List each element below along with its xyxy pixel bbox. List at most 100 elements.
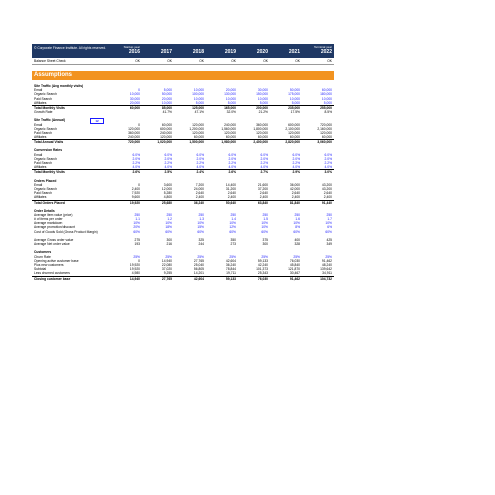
cell-value[interactable]: 100,000	[192, 92, 204, 97]
cell-value[interactable]: 180,000	[320, 92, 332, 97]
cell-value[interactable]: 2.0%	[324, 156, 332, 161]
cell-value[interactable]: 2.2%	[132, 161, 140, 165]
cell-value[interactable]: 10%	[261, 225, 268, 230]
cell-value[interactable]: 2.0%	[228, 156, 236, 161]
cell-value[interactable]: 20,000	[129, 100, 140, 105]
cell-value[interactable]: 0	[138, 88, 140, 93]
cell-value[interactable]: 25%	[197, 254, 204, 259]
cell-value[interactable]: 2.0%	[164, 156, 172, 161]
cell-value[interactable]: 1.5	[263, 217, 268, 222]
cell-value[interactable]: 8%	[295, 225, 300, 230]
cell-value[interactable]: 2.0%	[292, 156, 300, 161]
cell-value[interactable]: 1.4	[231, 217, 236, 222]
cell-value[interactable]: 12%	[229, 225, 236, 230]
cell-value[interactable]: 2.0%	[132, 156, 140, 161]
cell-value[interactable]: 4.0%	[292, 165, 300, 170]
cell-value[interactable]: 6.0%	[292, 152, 300, 157]
cell-value[interactable]: 250	[294, 212, 300, 217]
cell-value[interactable]: 6.0%	[196, 152, 204, 157]
cell-value[interactable]: 6.0%	[228, 152, 236, 157]
cell-value[interactable]: 25%	[133, 254, 140, 259]
cell-value[interactable]: 250	[198, 212, 204, 217]
cell-value[interactable]: 1.1	[135, 217, 140, 222]
cell-value[interactable]: 250	[230, 212, 236, 217]
cell-value[interactable]: 2.2%	[228, 161, 236, 165]
cell-value[interactable]: 5,000	[195, 100, 204, 105]
cell-value[interactable]: 10%	[165, 221, 172, 226]
cell-value[interactable]: 10%	[261, 221, 268, 226]
cell-value[interactable]: 175,000	[288, 92, 300, 97]
cell-value[interactable]: 4.0%	[228, 165, 236, 170]
cell-value[interactable]: 10%	[325, 221, 332, 226]
cell-value[interactable]: 50,000	[161, 92, 172, 97]
cell-value: 21,600	[257, 182, 268, 187]
cell-value[interactable]: 130,000	[224, 92, 236, 97]
cell-value[interactable]: 10,000	[193, 96, 204, 101]
cell-value[interactable]: 250	[326, 212, 332, 217]
cell-value[interactable]: 250	[262, 212, 268, 217]
cell-value[interactable]: 25%	[165, 254, 172, 259]
cell-value[interactable]: 60%	[133, 229, 140, 234]
months-input-cell[interactable]: 12	[90, 118, 104, 125]
cell-value[interactable]: 10%	[293, 221, 300, 226]
cell-value[interactable]: 5,000	[323, 100, 332, 105]
cell-value[interactable]: 60%	[197, 229, 204, 234]
cell-value[interactable]: 25%	[293, 254, 300, 259]
cell-value[interactable]: 10,000	[257, 96, 268, 101]
cell-value[interactable]: 10,000	[129, 92, 140, 97]
cell-value[interactable]: 25%	[229, 254, 236, 259]
cell-value[interactable]: 1.7	[327, 217, 332, 222]
cell-value[interactable]: 20,000	[161, 96, 172, 101]
cell-value[interactable]: 150,000	[256, 92, 268, 97]
cell-value[interactable]: 10%	[229, 221, 236, 226]
cell-value[interactable]: 60%	[261, 229, 268, 234]
cell-value[interactable]: 6.0%	[260, 152, 268, 157]
cell-value[interactable]: 4.0%	[196, 165, 204, 170]
cell-value[interactable]: 2.0%	[196, 156, 204, 161]
cell-value[interactable]: 60%	[165, 229, 172, 234]
cell-value[interactable]: 250	[166, 212, 172, 217]
cell-value[interactable]: 10,000	[161, 100, 172, 105]
cell-value[interactable]: 60%	[293, 229, 300, 234]
cell-value[interactable]: 6%	[327, 225, 332, 230]
cell-value[interactable]: 2.2%	[260, 161, 268, 165]
cell-value[interactable]: 30,000	[257, 88, 268, 93]
cell-value[interactable]: 60,000	[321, 88, 332, 93]
cell-value[interactable]: 1.3	[199, 217, 204, 222]
cell-value[interactable]: 6.0%	[164, 152, 172, 157]
cell-value[interactable]: 60%	[229, 229, 236, 234]
cell-value[interactable]: 20,000	[225, 88, 236, 93]
cell-value[interactable]: 6.0%	[324, 152, 332, 157]
cell-value[interactable]: 15%	[197, 225, 204, 230]
cell-value[interactable]: 20%	[133, 225, 140, 230]
cell-value[interactable]: 5,000	[259, 100, 268, 105]
cell-value[interactable]: 2.2%	[324, 161, 332, 165]
cell-value[interactable]: 18%	[165, 225, 172, 230]
cell-value[interactable]: 5,000	[163, 88, 172, 93]
cell-value[interactable]: 1.6	[295, 217, 300, 222]
cell-value[interactable]: 2.2%	[196, 161, 204, 165]
cell-value[interactable]: 4.0%	[164, 165, 172, 170]
cell-value[interactable]: 10%	[133, 221, 140, 226]
cell-value[interactable]: 2.2%	[164, 161, 172, 165]
cell-value[interactable]: 2.0%	[260, 156, 268, 161]
cell-value[interactable]: 5,000	[291, 100, 300, 105]
cell-value[interactable]: 25%	[325, 254, 332, 259]
cell-value[interactable]: 250	[134, 212, 140, 217]
cell-value[interactable]: 10%	[197, 221, 204, 226]
cell-value[interactable]: 4.0%	[260, 165, 268, 170]
cell-value[interactable]: 50,000	[289, 88, 300, 93]
cell-value[interactable]: 4.0%	[324, 165, 332, 170]
cell-value[interactable]: 10,000	[289, 96, 300, 101]
cell-value[interactable]: 10,000	[193, 88, 204, 93]
cell-value[interactable]: 2.2%	[292, 161, 300, 165]
cell-value[interactable]: 25%	[261, 254, 268, 259]
cell-value[interactable]: 30,000	[129, 96, 140, 101]
cell-value[interactable]: 10,000	[225, 96, 236, 101]
cell-value[interactable]: 60%	[325, 229, 332, 234]
cell-value[interactable]: 4.0%	[132, 165, 140, 170]
cell-value[interactable]: 5,000	[227, 100, 236, 105]
cell-value[interactable]: 6.0%	[132, 152, 140, 157]
cell-value[interactable]: 1.2	[167, 217, 172, 222]
cell-value[interactable]: 10,000	[321, 96, 332, 101]
